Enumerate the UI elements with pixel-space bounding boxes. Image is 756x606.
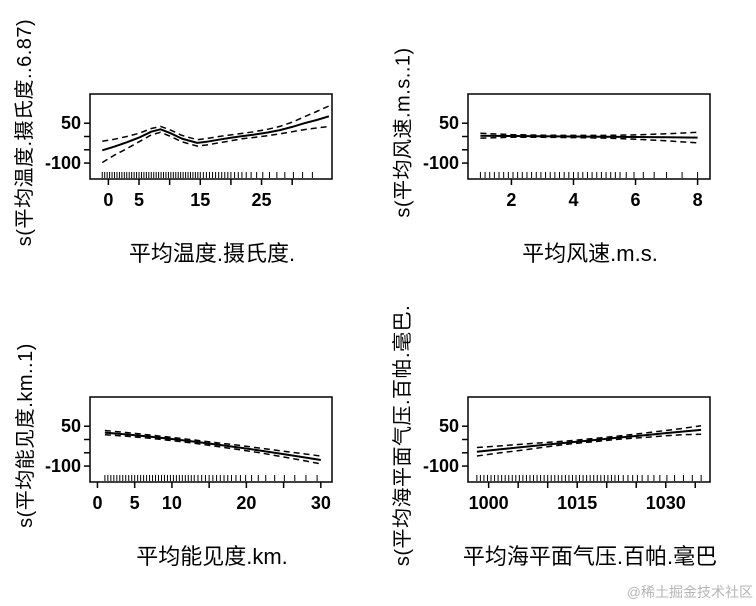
y-axis-title-text: s(平均海平面气压.百帕.毫巴. [392, 304, 415, 566]
svg-text:6: 6 [631, 190, 641, 210]
svg-text:1000: 1000 [469, 493, 509, 513]
svg-text:0: 0 [103, 190, 113, 210]
svg-text:30: 30 [311, 493, 331, 513]
plot-wind-speed: 2 4 6 8 -100 50 [423, 93, 711, 210]
panel-temperature: s(平均温度.摄氏度..6.87) 0 5 15 25 -100 50 平均温度.摄氏度. [0, 0, 378, 303]
svg-text:50: 50 [439, 113, 459, 133]
svg-text:25: 25 [252, 190, 272, 210]
x-axis-title-temperature: 平均温度.摄氏度. [128, 241, 296, 266]
svg-text:1030: 1030 [646, 493, 686, 513]
x-axis-title-pressure: 平均海平面气压.百帕.毫巴 [462, 544, 718, 569]
svg-text:15: 15 [190, 190, 210, 210]
svg-text:0: 0 [92, 493, 102, 513]
y-axis-title-text: s(平均温度.摄氏度..6.87) [14, 18, 37, 246]
svg-text:2: 2 [506, 190, 516, 210]
svg-text:-100: -100 [45, 456, 81, 476]
plot-sea-level-pressure: 1000 1015 1030 -100 50 [423, 396, 711, 513]
y-axis-title-text: s(平均风速.m.s..1) [392, 46, 415, 218]
svg-text:1015: 1015 [557, 493, 597, 513]
svg-text:8: 8 [693, 190, 703, 210]
plot-visibility: 0 5 10 20 30 -100 50 [45, 396, 333, 513]
y-axis-title-temperature: s(平均温度.摄氏度..6.87) [4, 10, 42, 254]
svg-text:50: 50 [439, 416, 459, 436]
svg-text:5: 5 [134, 190, 144, 210]
svg-text:20: 20 [236, 493, 256, 513]
x-axis-title-wind-speed: 平均风速.m.s. [522, 241, 658, 266]
x-axis-title-visibility: 平均能见度.km. [136, 544, 288, 569]
svg-text:-100: -100 [423, 456, 459, 476]
y-axis-title-wind-speed: s(平均风速.m.s..1) [382, 10, 420, 254]
svg-text:10: 10 [162, 493, 182, 513]
svg-text:4: 4 [568, 190, 578, 210]
watermark: @稀土掘金技术社区 [626, 584, 753, 600]
y-axis-title-pressure: s(平均海平面气压.百帕.毫巴. [382, 304, 420, 565]
panel-sea-level-pressure: s(平均海平面气压.百帕.毫巴. 1000 1015 1030 -100 50 平均海平… [378, 303, 756, 606]
svg-text:50: 50 [61, 416, 81, 436]
plot-temperature: 0 5 15 25 -100 50 [45, 93, 333, 210]
svg-text:-100: -100 [45, 153, 81, 173]
svg-text:-100: -100 [423, 153, 459, 173]
panel-visibility: s(平均能见度.km..1) 0 5 10 20 30 -100 50 平均能见度.km. [0, 303, 378, 606]
y-axis-title-visibility: s(平均能见度.km..1) [4, 313, 42, 557]
svg-text:50: 50 [61, 113, 81, 133]
y-axis-title-text: s(平均能见度.km..1) [14, 342, 37, 528]
svg-text:5: 5 [130, 493, 140, 513]
panel-wind-speed: s(平均风速.m.s..1) 2 4 6 8 -100 50 平均风速.m.s. [378, 0, 756, 303]
